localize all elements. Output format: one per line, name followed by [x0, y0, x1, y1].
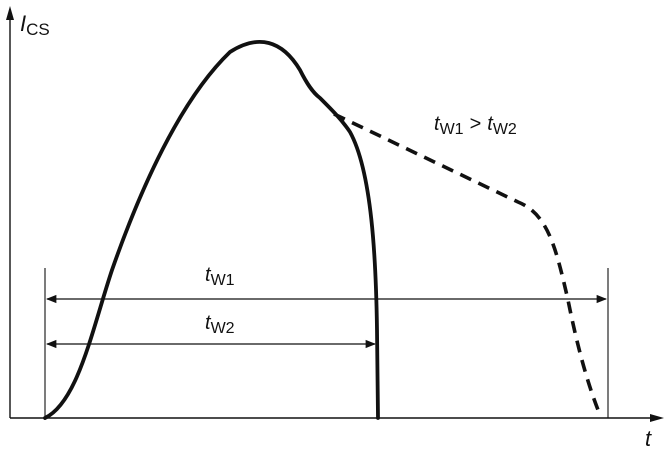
annotation-t2-sub: W2 [493, 121, 517, 138]
y-axis-label-main: I [20, 11, 26, 36]
tw2-label-main: t [205, 312, 212, 334]
tw2-label-sub: W2 [211, 320, 235, 337]
y-axis-arrowhead [6, 6, 14, 20]
axes [6, 6, 664, 422]
solid-current-curve [43, 40, 380, 420]
tw1-label-main: t [205, 264, 212, 286]
tw1-label-sub: W1 [211, 272, 235, 289]
y-axis-label: ICS [20, 11, 50, 39]
x-axis-label: t [645, 426, 652, 451]
x-axis-arrowhead [650, 414, 664, 422]
annotation-t1-sub: W1 [440, 121, 464, 138]
annotation-t2-main: t [487, 113, 494, 135]
boundary-lines [44, 268, 609, 418]
tw1-label: tW1 [205, 264, 235, 289]
dashed-current-curve [333, 112, 602, 416]
comparison-annotation: tW1 > tW2 [434, 113, 517, 138]
annotation-t1-main: t [434, 113, 441, 135]
tw2-label: tW2 [205, 312, 235, 337]
annotation-gt: > [470, 113, 482, 135]
y-axis-label-sub: CS [26, 20, 50, 39]
